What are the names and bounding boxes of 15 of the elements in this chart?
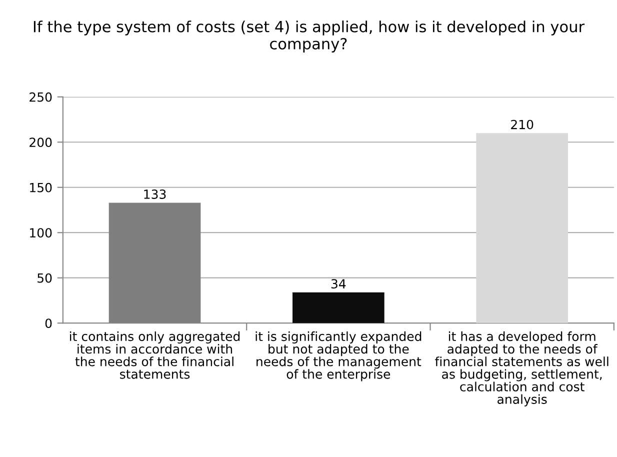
y-tick-label: 50 <box>38 273 52 283</box>
y-tick-label: 200 <box>30 138 52 148</box>
bar <box>292 292 384 324</box>
x-tick-label: it has a developed form adapted to the needs of financial statements as well as budgeting, settlement, calculation and cost analysis <box>435 331 608 406</box>
y-tick-label: 150 <box>30 182 52 192</box>
data-label: 34 <box>331 279 346 289</box>
data-label: 133 <box>144 189 166 199</box>
x-tick-label: it contains only aggregated items in accordance with the needs of the financial statements <box>70 331 240 379</box>
y-tick-label: 0 <box>45 318 52 328</box>
x-tick-label: it is significantly expanded but not adapted to the needs of the management of the enterprise <box>256 331 422 382</box>
chart-title: If the type system of costs (set 4) is applied, how is it developed in your company? <box>34 20 585 52</box>
y-tick-label: 100 <box>30 228 52 238</box>
y-tick-label: 250 <box>30 92 52 102</box>
bar <box>476 133 568 324</box>
data-label: 210 <box>511 120 534 130</box>
